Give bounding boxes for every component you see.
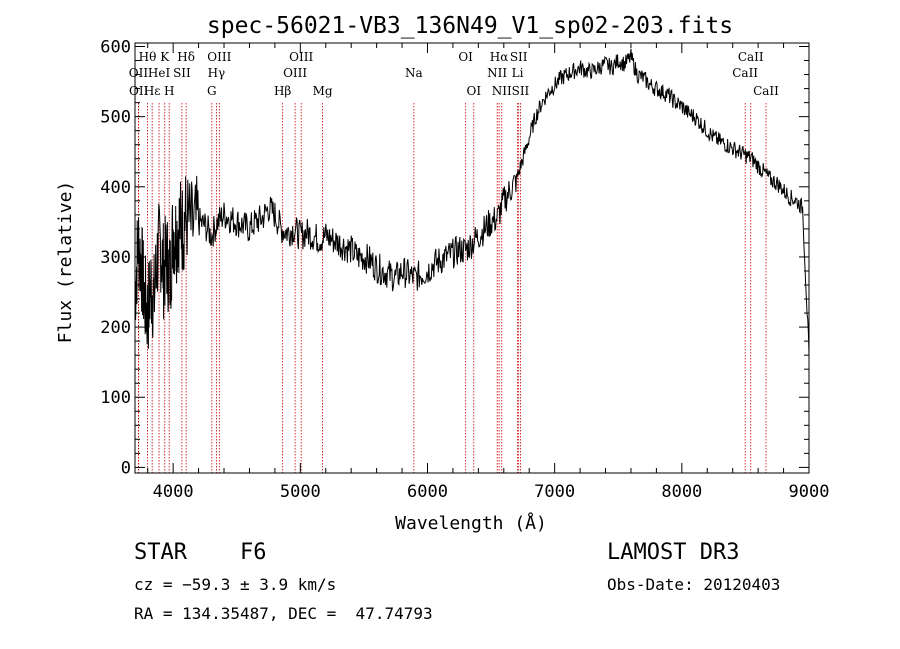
tick-label: 300 [100, 248, 131, 268]
x-axis-label: Wavelength (Å) [395, 512, 547, 534]
line-marker-label: SII [173, 66, 191, 80]
tick-label: 7000 [534, 482, 575, 502]
line-marker-label: OIII [207, 50, 231, 64]
line-marker-label: Na [405, 66, 423, 80]
tick-label: 600 [100, 38, 131, 58]
line-marker-label: CaII [738, 50, 764, 64]
line-marker-label: Hθ [139, 50, 157, 64]
object-class: STAR [134, 540, 187, 565]
line-marker-label: K [160, 50, 170, 64]
line-marker-label: CaII [732, 66, 758, 80]
tick-label: 500 [100, 108, 131, 128]
line-marker-label: Mg [313, 84, 333, 98]
line-marker-label: Hγ [208, 66, 226, 80]
line-marker-label: SII [512, 84, 530, 98]
line-marker-label: OIII [283, 66, 307, 80]
line-marker-label: Hε [144, 84, 161, 98]
line-marker-label: NII [492, 84, 512, 98]
axis-ticks [135, 43, 810, 473]
line-marker-label: HeI [148, 66, 171, 80]
plot-frame [134, 42, 810, 474]
redshift-value: cz = −59.3 ± 3.9 km/s [134, 575, 337, 594]
line-marker-label: CaII [753, 84, 779, 98]
line-marker-label: Hα [490, 50, 509, 64]
survey-name: LAMOST DR3 [607, 540, 740, 565]
line-marker-label: OI [458, 50, 473, 64]
tick-label: 5000 [280, 482, 321, 502]
chart-title: spec-56021-VB3_136N49_V1_sp02-203.fits [207, 13, 733, 39]
tick-label: 100 [100, 388, 131, 408]
y-axis-label: Flux (relative) [55, 181, 76, 344]
line-marker-label: Hβ [274, 84, 291, 98]
line-markers [138, 103, 767, 473]
observation-date: Obs-Date: 20120403 [607, 575, 781, 594]
line-marker-label: OII [129, 66, 149, 80]
axis-tick-labels: 4000 5000 6000 7000 8000 9000 0 100 200 300 400 500… [100, 38, 829, 502]
tick-label: 4000 [153, 482, 194, 502]
line-marker-label: NII [487, 66, 507, 80]
coordinates: RA = 134.35487, DEC = 47.74793 [134, 604, 433, 623]
line-marker-label: OII [129, 84, 149, 98]
subclass: F6 [240, 540, 267, 565]
tick-label: 9000 [789, 482, 830, 502]
line-marker-label: Hδ [177, 50, 195, 64]
tick-label: 400 [100, 178, 131, 198]
line-marker-label: OI [466, 84, 481, 98]
tick-label: 6000 [407, 482, 448, 502]
tick-label: 8000 [661, 482, 702, 502]
line-marker-label: OIII [289, 50, 313, 64]
tick-label: 0 [121, 458, 131, 478]
line-marker-label: SII [510, 50, 528, 64]
tick-label: 200 [100, 318, 131, 338]
line-marker-label: G [207, 84, 217, 98]
spectrum-line [134, 48, 810, 356]
line-marker-label: H [164, 84, 174, 98]
line-marker-label: Li [512, 66, 524, 80]
